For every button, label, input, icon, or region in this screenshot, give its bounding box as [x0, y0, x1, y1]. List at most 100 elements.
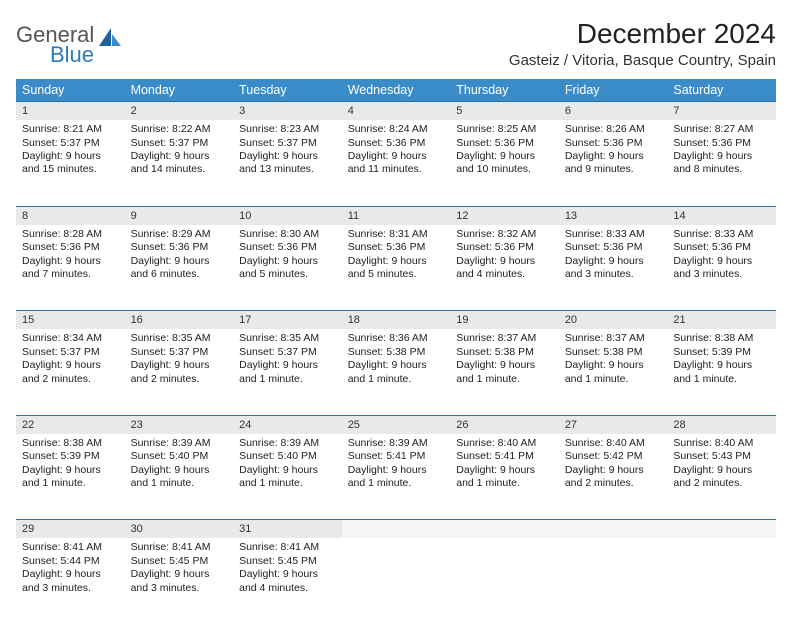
cell-line: Sunset: 5:36 PM [565, 241, 662, 254]
cell-line: Daylight: 9 hours and 8 minutes. [673, 150, 770, 177]
cell-line: Sunset: 5:36 PM [673, 137, 770, 150]
week-row: Sunrise: 8:38 AMSunset: 5:39 PMDaylight:… [16, 434, 776, 520]
cell-line: Sunset: 5:44 PM [22, 555, 119, 568]
day-number: 13 [559, 206, 668, 225]
month-title: December 2024 [509, 18, 776, 50]
day-header: Monday [125, 79, 234, 102]
cell-line: Sunset: 5:39 PM [22, 450, 119, 463]
day-header-row: SundayMondayTuesdayWednesdayThursdayFrid… [16, 79, 776, 102]
cell-line: Sunset: 5:40 PM [239, 450, 336, 463]
cell-line: Sunset: 5:37 PM [239, 346, 336, 359]
day-number: 6 [559, 102, 668, 121]
cell-line: Daylight: 9 hours and 2 minutes. [131, 359, 228, 386]
cell-line: Daylight: 9 hours and 2 minutes. [22, 359, 119, 386]
cell-line: Sunrise: 8:41 AM [131, 541, 228, 554]
week-row: Sunrise: 8:21 AMSunset: 5:37 PMDaylight:… [16, 120, 776, 206]
cell-line: Sunrise: 8:33 AM [565, 228, 662, 241]
day-number: 22 [16, 415, 125, 434]
cell-line: Daylight: 9 hours and 1 minute. [673, 359, 770, 386]
day-number: 9 [125, 206, 234, 225]
header: General Blue December 2024 Gasteiz / Vit… [16, 18, 776, 75]
day-cell: Sunrise: 8:41 AMSunset: 5:45 PMDaylight:… [125, 538, 234, 624]
day-cell: Sunrise: 8:39 AMSunset: 5:40 PMDaylight:… [233, 434, 342, 520]
day-number: 24 [233, 415, 342, 434]
day-number: 10 [233, 206, 342, 225]
week-row: Sunrise: 8:28 AMSunset: 5:36 PMDaylight:… [16, 225, 776, 311]
day-cell: Sunrise: 8:40 AMSunset: 5:42 PMDaylight:… [559, 434, 668, 520]
day-cell: Sunrise: 8:36 AMSunset: 5:38 PMDaylight:… [342, 329, 451, 415]
cell-line: Sunset: 5:36 PM [456, 137, 553, 150]
day-cell: Sunrise: 8:40 AMSunset: 5:41 PMDaylight:… [450, 434, 559, 520]
day-number: 3 [233, 102, 342, 121]
week-row: Sunrise: 8:41 AM Sunset: 5:44 PM Daylight:… [16, 538, 776, 624]
cell-line: Sunset: 5:36 PM [456, 241, 553, 254]
cell-line: Daylight: 9 hours and 9 minutes. [565, 150, 662, 177]
cell-line: Sunset: 5:39 PM [673, 346, 770, 359]
day-cell: Sunrise: 8:25 AMSunset: 5:36 PMDaylight:… [450, 120, 559, 206]
cell-line: Daylight: 9 hours and 3 minutes. [673, 255, 770, 282]
cell-line: Daylight: 9 hours and 11 minutes. [348, 150, 445, 177]
daynum-row: 22232425262728 [16, 415, 776, 434]
day-cell: Sunrise: 8:29 AMSunset: 5:36 PMDaylight:… [125, 225, 234, 311]
cell-line: Sunrise: 8:26 AM [565, 123, 662, 136]
cell-line: Daylight: 9 hours and 6 minutes. [131, 255, 228, 282]
cell-line: Daylight: 9 hours and 3 minutes. [565, 255, 662, 282]
day-number: 1 [16, 102, 125, 121]
day-cell: Sunrise: 8:38 AMSunset: 5:39 PMDaylight:… [16, 434, 125, 520]
title-block: December 2024 Gasteiz / Vitoria, Basque … [509, 18, 776, 75]
cell-line: Sunrise: 8:27 AM [673, 123, 770, 136]
empty-cell [342, 538, 451, 624]
day-cell: Sunrise: 8:41 AMSunset: 5:44 PMDaylight:… [16, 538, 125, 624]
day-number: 17 [233, 311, 342, 330]
cell-line: Sunrise: 8:23 AM [239, 123, 336, 136]
cell-line: Daylight: 9 hours and 7 minutes. [22, 255, 119, 282]
cell-line: Sunset: 5:36 PM [348, 137, 445, 150]
cell-line: Sunrise: 8:37 AM [456, 332, 553, 345]
day-number: 27 [559, 415, 668, 434]
cell-line: Sunrise: 8:40 AM [673, 437, 770, 450]
empty-daynum [342, 520, 451, 539]
day-number: 11 [342, 206, 451, 225]
day-number: 26 [450, 415, 559, 434]
day-number: 8 [16, 206, 125, 225]
cell-line: Daylight: 9 hours and 1 minute. [239, 464, 336, 491]
cell-line: Sunrise: 8:22 AM [131, 123, 228, 136]
day-cell: Sunrise: 8:21 AMSunset: 5:37 PMDaylight:… [16, 120, 125, 206]
day-number: 18 [342, 311, 451, 330]
cell-line: Sunset: 5:41 PM [456, 450, 553, 463]
cell-line: Sunset: 5:37 PM [239, 137, 336, 150]
cell-line: Sunset: 5:41 PM [348, 450, 445, 463]
empty-cell [559, 538, 668, 624]
day-number: 14 [667, 206, 776, 225]
cell-line: Daylight: 9 hours and 2 minutes. [565, 464, 662, 491]
cell-line: Sunrise: 8:39 AM [131, 437, 228, 450]
cell-line: Daylight: 9 hours and 13 minutes. [239, 150, 336, 177]
cell-line: Sunrise: 8:31 AM [348, 228, 445, 241]
cell-line: Sunset: 5:38 PM [348, 346, 445, 359]
cell-line: Sunrise: 8:34 AM [22, 332, 119, 345]
cell-line: Daylight: 9 hours and 1 minute. [131, 464, 228, 491]
day-number: 25 [342, 415, 451, 434]
cell-line: Daylight: 9 hours and 1 minute. [348, 359, 445, 386]
day-cell: Sunrise: 8:35 AMSunset: 5:37 PMDaylight:… [125, 329, 234, 415]
cell-line: Daylight: 9 hours and 4 minutes. [456, 255, 553, 282]
day-cell: Sunrise: 8:24 AMSunset: 5:36 PMDaylight:… [342, 120, 451, 206]
day-cell: Sunrise: 8:28 AMSunset: 5:36 PMDaylight:… [16, 225, 125, 311]
cell-line: Sunrise: 8:39 AM [348, 437, 445, 450]
day-number: 15 [16, 311, 125, 330]
cell-line: Sunrise: 8:24 AM [348, 123, 445, 136]
day-header: Friday [559, 79, 668, 102]
day-header: Saturday [667, 79, 776, 102]
cell-line: Daylight: 9 hours and 1 minute. [456, 464, 553, 491]
cell-line: Daylight: 9 hours and 4 minutes. [239, 568, 336, 595]
cell-line: Sunset: 5:40 PM [131, 450, 228, 463]
cell-line: Sunrise: 8:21 AM [22, 123, 119, 136]
day-cell: Sunrise: 8:23 AMSunset: 5:37 PMDaylight:… [233, 120, 342, 206]
day-cell: Sunrise: 8:38 AMSunset: 5:39 PMDaylight:… [667, 329, 776, 415]
cell-line: Sunset: 5:36 PM [131, 241, 228, 254]
cell-line: Sunset: 5:37 PM [22, 137, 119, 150]
day-number: 21 [667, 311, 776, 330]
cell-line: Sunrise: 8:29 AM [131, 228, 228, 241]
day-cell: Sunrise: 8:37 AMSunset: 5:38 PMDaylight:… [450, 329, 559, 415]
day-number: 12 [450, 206, 559, 225]
